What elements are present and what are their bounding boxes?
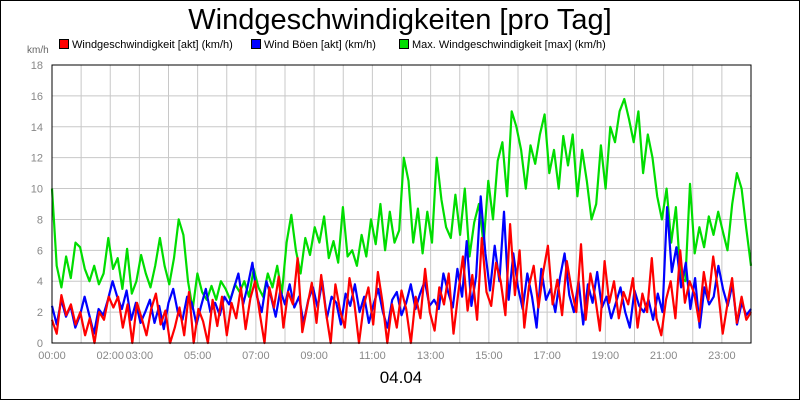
legend-swatch-blue-icon bbox=[251, 39, 261, 49]
legend-item-wind-speed: Windgeschwindigkeit [akt] (km/h) bbox=[59, 39, 233, 52]
y-tick-label: 2 bbox=[37, 307, 43, 319]
x-tick-label: 11:00 bbox=[359, 350, 386, 362]
y-axis-unit: km/h bbox=[27, 45, 49, 56]
x-tick-label: 13:00 bbox=[417, 350, 445, 362]
y-tick-label: 4 bbox=[37, 276, 43, 288]
y-tick-label: 6 bbox=[37, 245, 43, 257]
plot-border bbox=[51, 64, 752, 344]
y-tick-label: 10 bbox=[31, 184, 43, 196]
legend-swatch-red-icon bbox=[59, 39, 69, 49]
x-tick-label: 19:00 bbox=[592, 350, 620, 362]
y-tick-label: 16 bbox=[31, 91, 43, 103]
y-tick-label: 0 bbox=[37, 338, 43, 350]
y-tick-label: 18 bbox=[31, 60, 43, 72]
legend-label: Windgeschwindigkeit [akt] (km/h) bbox=[72, 39, 233, 51]
x-tick-label: 00:00 bbox=[38, 350, 66, 362]
y-tick-label: 12 bbox=[31, 153, 43, 165]
legend-swatch-green-icon bbox=[399, 39, 409, 49]
x-tick-label: 02:00 bbox=[96, 350, 124, 362]
y-tick-label: 14 bbox=[31, 122, 43, 134]
x-tick-label: 15:00 bbox=[475, 350, 503, 362]
chart-title: Windgeschwindigkeiten [pro Tag] bbox=[188, 4, 612, 36]
x-tick-label: 05:00 bbox=[184, 350, 212, 362]
series-line-max-speed bbox=[50, 97, 753, 311]
x-tick-label: 03:00 bbox=[126, 350, 154, 362]
x-tick-label: 21:00 bbox=[650, 350, 678, 362]
y-tick-label: 8 bbox=[37, 214, 43, 226]
x-axis-date-label: 04.04 bbox=[379, 368, 423, 387]
x-tick-label: 07:00 bbox=[242, 350, 270, 362]
x-tick-label: 09:00 bbox=[300, 350, 328, 362]
legend-label: Wind Böen [akt] (km/h) bbox=[264, 39, 376, 51]
x-tick-label: 17:00 bbox=[533, 350, 561, 362]
x-tick-label: 23:00 bbox=[708, 350, 736, 362]
legend-item-gusts: Wind Böen [akt] (km/h) bbox=[251, 39, 376, 52]
legend-item-max-speed: Max. Windgeschwindigkeit [max] (km/h) bbox=[399, 39, 606, 52]
legend-label: Max. Windgeschwindigkeit [max] (km/h) bbox=[412, 39, 606, 51]
series-line-wind-speed bbox=[50, 223, 752, 345]
